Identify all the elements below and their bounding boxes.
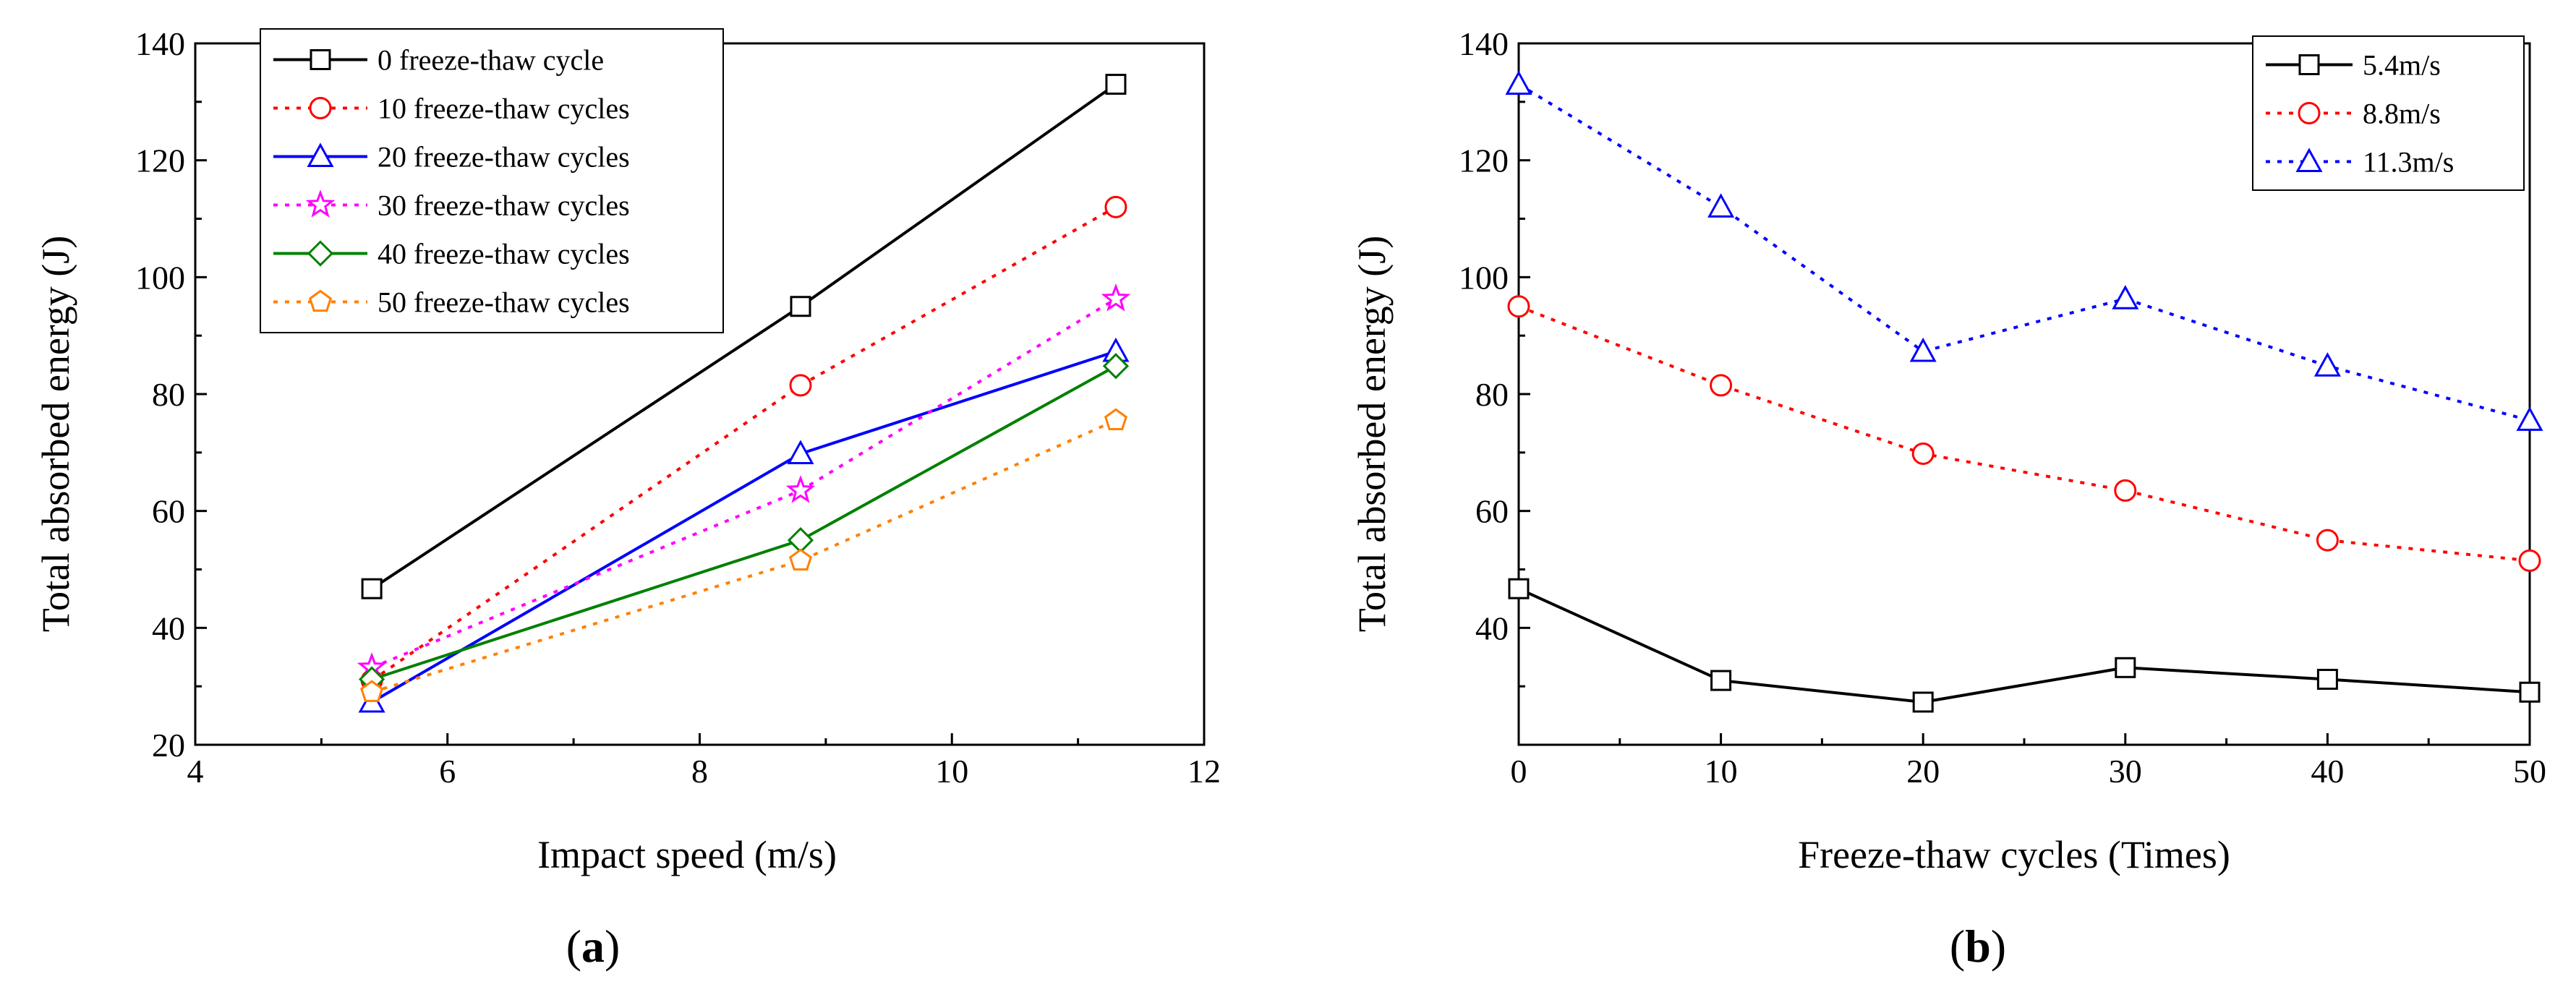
legend-label: 10 freeze-thaw cycles bbox=[378, 93, 630, 125]
legend-label: 5.4m/s bbox=[2363, 49, 2441, 82]
data-point bbox=[2316, 529, 2339, 552]
data-point bbox=[1508, 578, 1530, 599]
x-tick-label: 40 bbox=[2311, 753, 2344, 790]
legend-marker bbox=[2298, 102, 2321, 124]
data-point bbox=[788, 548, 813, 571]
data-point bbox=[787, 440, 814, 464]
legend-label: 40 freeze-thaw cycles bbox=[378, 238, 630, 270]
series-line-2 bbox=[1518, 304, 2530, 563]
x-axis-title-b: Freeze-thaw cycles (Times) bbox=[1798, 833, 2230, 876]
data-point bbox=[790, 296, 811, 317]
legend-marker bbox=[309, 97, 332, 119]
legend-label: 30 freeze-thaw cycles bbox=[378, 189, 630, 222]
legend-label: 8.8m/s bbox=[2363, 98, 2441, 130]
legend-box bbox=[260, 28, 724, 333]
data-point bbox=[1101, 283, 1131, 312]
data-point bbox=[2313, 352, 2341, 377]
legend-marker bbox=[307, 142, 334, 167]
data-point bbox=[1104, 195, 1127, 218]
legend-marker bbox=[2298, 54, 2320, 75]
y-tick-label: 80 bbox=[152, 376, 185, 413]
data-point bbox=[2516, 406, 2543, 431]
x-axis-title-a: Impact speed (m/s) bbox=[537, 833, 837, 876]
y-axis-title-b: Total absorbed energy (J) bbox=[1350, 236, 1394, 633]
y-axis-title-a: Total absorbed energy (J) bbox=[34, 236, 77, 633]
legend-label: 11.3m/s bbox=[2363, 146, 2454, 179]
y-tick-label: 100 bbox=[1459, 259, 1509, 296]
data-point bbox=[360, 680, 384, 702]
data-point bbox=[1707, 193, 1735, 218]
data-point bbox=[785, 475, 816, 503]
y-tick-label: 80 bbox=[1475, 376, 1509, 413]
chart-panel-a: Total absorbed energy (J) Impact speed (… bbox=[34, 25, 1221, 972]
x-tick-label: 12 bbox=[1187, 753, 1221, 790]
y-tick-label: 140 bbox=[1459, 25, 1509, 62]
legend-marker bbox=[307, 240, 334, 267]
data-point bbox=[2112, 285, 2139, 309]
data-point bbox=[2114, 479, 2137, 502]
legend-marker bbox=[308, 289, 333, 312]
x-tick-label: 4 bbox=[187, 753, 204, 790]
y-tick-label: 60 bbox=[152, 493, 185, 530]
y-tick-label: 60 bbox=[1475, 493, 1509, 530]
data-point bbox=[2316, 668, 2338, 690]
data-point bbox=[2519, 681, 2541, 703]
chart-panel-b: Total absorbed energy (J) Freeze-thaw cy… bbox=[1350, 25, 2546, 972]
panel-label-b: (b) bbox=[1950, 920, 2006, 972]
series-line-1 bbox=[1518, 587, 2530, 704]
data-point bbox=[789, 374, 812, 397]
legend-marker bbox=[310, 49, 331, 70]
x-tick-label: 8 bbox=[691, 753, 708, 790]
y-tick-label: 20 bbox=[152, 727, 185, 764]
y-tick-label: 140 bbox=[135, 25, 185, 62]
x-tick-label: 10 bbox=[1705, 753, 1738, 790]
data-point bbox=[2518, 549, 2541, 572]
data-point bbox=[1710, 374, 1733, 397]
legend-label: 20 freeze-thaw cycles bbox=[378, 141, 630, 174]
y-tick-label: 100 bbox=[135, 259, 185, 296]
data-point bbox=[1105, 74, 1127, 95]
legend-marker bbox=[305, 189, 336, 218]
data-point bbox=[1911, 442, 1935, 465]
y-tick-label: 120 bbox=[135, 142, 185, 179]
x-tick-label: 20 bbox=[1906, 753, 1940, 790]
x-tick-label: 10 bbox=[935, 753, 968, 790]
legend-marker bbox=[2295, 148, 2323, 172]
data-point bbox=[1102, 353, 1130, 380]
x-tick-label: 30 bbox=[2109, 753, 2142, 790]
data-point bbox=[1710, 670, 1732, 691]
x-tick-label: 0 bbox=[1511, 753, 1527, 790]
x-tick-label: 6 bbox=[439, 753, 456, 790]
y-tick-label: 40 bbox=[1475, 610, 1509, 646]
data-point bbox=[1104, 408, 1127, 431]
data-point bbox=[2115, 657, 2136, 678]
x-tick-label: 50 bbox=[2513, 753, 2546, 790]
data-point bbox=[1507, 295, 1530, 318]
data-point bbox=[361, 578, 383, 599]
y-tick-label: 40 bbox=[152, 610, 185, 646]
y-tick-label: 120 bbox=[1459, 142, 1509, 179]
data-point bbox=[1505, 70, 1532, 95]
data-point bbox=[1909, 337, 1937, 362]
data-point bbox=[1912, 691, 1934, 713]
legend-label: 50 freeze-thaw cycles bbox=[378, 286, 630, 319]
legend-label: 0 freeze-thaw cycle bbox=[378, 44, 604, 77]
panel-label-a: (a) bbox=[566, 920, 620, 972]
series-line-3 bbox=[1517, 82, 2530, 422]
